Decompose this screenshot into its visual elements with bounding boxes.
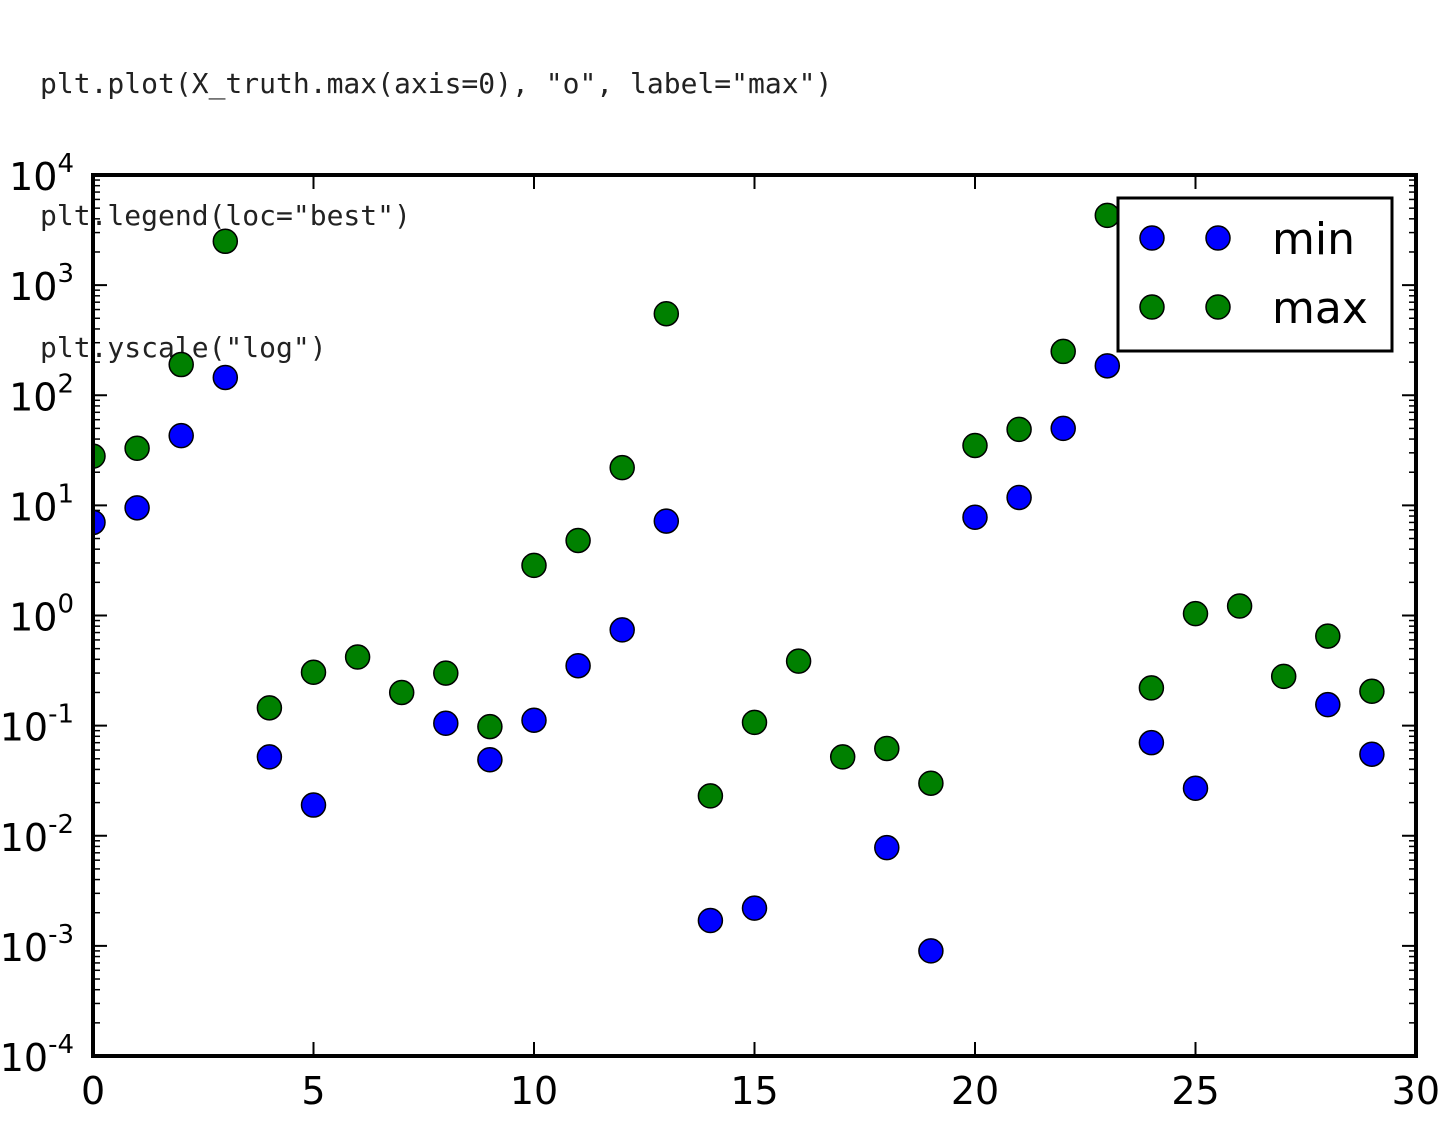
plot-frame bbox=[91, 173, 1418, 1058]
x-tick-label: 5 bbox=[301, 1069, 325, 1113]
x-tick-label: 25 bbox=[1171, 1069, 1219, 1113]
point-min bbox=[521, 707, 547, 733]
y-tick-label: 102 bbox=[9, 369, 74, 419]
point-min bbox=[300, 792, 327, 818]
y-tick-label: 10-2 bbox=[0, 810, 74, 860]
point-min bbox=[256, 744, 283, 770]
legend-label: min bbox=[1272, 214, 1355, 265]
point-max bbox=[1138, 675, 1165, 701]
point-max bbox=[521, 552, 547, 579]
point-min bbox=[1138, 729, 1165, 756]
point-min bbox=[653, 508, 680, 534]
legend-marker bbox=[1205, 294, 1231, 320]
point-max bbox=[785, 648, 812, 674]
point-max bbox=[1359, 678, 1385, 705]
x-tick-label: 20 bbox=[951, 1069, 999, 1113]
point-max bbox=[212, 228, 239, 255]
point-min bbox=[212, 364, 239, 391]
point-max bbox=[1050, 338, 1076, 365]
code-line: plt.legend(loc="best") bbox=[40, 199, 411, 232]
point-max bbox=[1182, 600, 1209, 627]
legend-marker bbox=[1139, 225, 1165, 251]
point-min bbox=[609, 617, 635, 643]
point-max bbox=[565, 527, 591, 554]
point-max bbox=[1315, 623, 1341, 649]
point-max bbox=[962, 432, 988, 459]
point-min bbox=[741, 895, 768, 921]
legend-marker bbox=[1139, 294, 1165, 320]
y-tick-label: 10-1 bbox=[0, 700, 74, 750]
x-tick-label: 10 bbox=[510, 1069, 558, 1113]
point-min bbox=[1050, 415, 1076, 442]
point-max bbox=[1270, 663, 1297, 690]
point-max bbox=[918, 770, 944, 796]
y-tick-label: 10-3 bbox=[0, 920, 74, 970]
point-min bbox=[697, 907, 724, 934]
point-min bbox=[124, 495, 150, 521]
legend: min max bbox=[1116, 196, 1394, 353]
point-max bbox=[256, 695, 283, 721]
legend-label: max bbox=[1272, 283, 1368, 334]
y-tick-label: 100 bbox=[9, 590, 74, 640]
code-line: plt.plot(X_truth.max(axis=0), "o", label… bbox=[40, 67, 833, 100]
point-max bbox=[477, 713, 503, 740]
legend-marker bbox=[1205, 225, 1231, 251]
point-max bbox=[653, 300, 680, 327]
y-tick-label: 103 bbox=[9, 259, 74, 309]
point-max bbox=[388, 679, 415, 706]
point-min bbox=[1006, 484, 1032, 511]
point-max bbox=[1226, 593, 1253, 619]
point-max bbox=[829, 744, 856, 770]
data-points bbox=[93, 202, 1385, 964]
point-max bbox=[168, 351, 194, 378]
point-max bbox=[344, 644, 371, 670]
y-tick-label: 104 bbox=[9, 149, 74, 199]
point-min bbox=[433, 710, 459, 737]
x-tick-label: 30 bbox=[1392, 1069, 1440, 1113]
point-min bbox=[565, 652, 591, 679]
point-max bbox=[741, 709, 768, 736]
point-max bbox=[300, 659, 327, 686]
point-max bbox=[93, 443, 106, 469]
point-min bbox=[1094, 353, 1121, 379]
point-max bbox=[1006, 416, 1032, 443]
x-tick-label: 15 bbox=[730, 1069, 778, 1113]
x-tick-label: 0 bbox=[81, 1069, 105, 1113]
point-min bbox=[93, 509, 106, 536]
point-min bbox=[918, 938, 944, 964]
point-max bbox=[874, 735, 900, 762]
point-max bbox=[433, 660, 459, 686]
tick-labels: 0 5 10 15 20 25 30 10-4 10-3 10-2 10-1 100 101 102 103… bbox=[0, 149, 1440, 1113]
point-max bbox=[609, 454, 635, 481]
point-min bbox=[1182, 775, 1209, 801]
point-min bbox=[168, 422, 194, 449]
y-tick-label: 101 bbox=[9, 479, 74, 529]
point-min bbox=[1359, 741, 1385, 767]
legend-box bbox=[1116, 196, 1394, 353]
point-min bbox=[1315, 691, 1341, 718]
point-max bbox=[697, 783, 724, 809]
point-max bbox=[124, 435, 150, 462]
y-tick-label: 10-4 bbox=[0, 1030, 74, 1080]
point-min bbox=[477, 746, 503, 773]
point-min bbox=[874, 834, 900, 861]
point-min bbox=[962, 504, 988, 531]
point-max bbox=[1094, 202, 1121, 229]
